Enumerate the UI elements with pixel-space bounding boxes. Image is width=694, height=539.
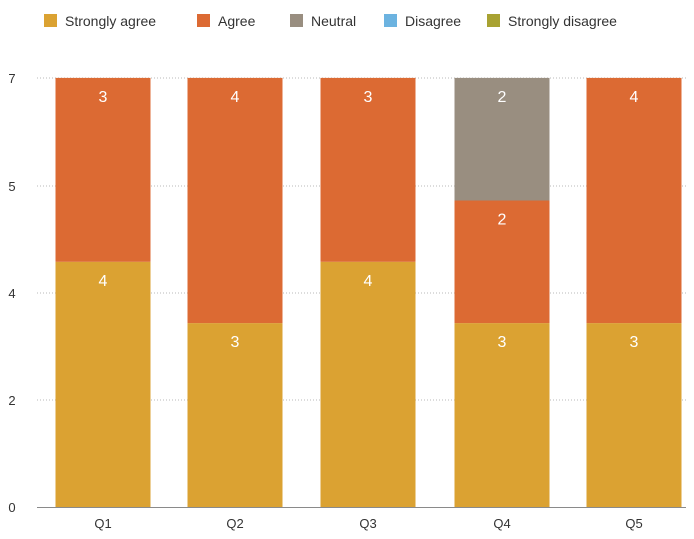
legend-swatch-disagree — [384, 14, 397, 27]
data-label-q5-agree: 4 — [630, 89, 639, 106]
bar-q1-agree — [55, 77, 151, 262]
bar-q1-strongly-agree — [55, 261, 151, 507]
bar-q3-agree — [320, 77, 416, 262]
y-tick-label-2: 2 — [8, 393, 15, 408]
x-tick-label-q3: Q3 — [359, 516, 376, 531]
bar-q5-agree — [586, 77, 682, 324]
data-label-q1-strongly-agree: 4 — [99, 273, 108, 290]
data-label-q2-agree: 4 — [231, 89, 240, 106]
y-tick-label-7: 7 — [8, 71, 15, 86]
x-tick-label-q2: Q2 — [226, 516, 243, 531]
data-label-q3-strongly-agree: 4 — [364, 273, 373, 290]
y-tick-label-0: 0 — [8, 500, 15, 515]
data-label-q3-agree: 3 — [364, 89, 373, 106]
y-tick-label-4: 4 — [8, 286, 15, 301]
legend-label-neutral: Neutral — [311, 13, 356, 29]
bar-q2-agree — [187, 77, 283, 324]
data-label-q2-strongly-agree: 3 — [231, 334, 240, 351]
data-label-q4-strongly-agree: 3 — [498, 334, 507, 351]
legend-label-agree: Agree — [218, 13, 256, 29]
data-label-q4-neutral: 2 — [498, 89, 507, 106]
legend-swatch-agree — [197, 14, 210, 27]
bars-group: 4 3 3 4 4 3 3 2 2 3 4 — [55, 77, 682, 507]
legend-label-strongly-disagree: Strongly disagree — [508, 13, 617, 29]
legend-swatch-strongly-agree — [44, 14, 57, 27]
x-tick-label-q1: Q1 — [94, 516, 111, 531]
data-label-q5-strongly-agree: 3 — [630, 334, 639, 351]
legend-label-strongly-agree: Strongly agree — [65, 13, 156, 29]
bar-q4-strongly-agree — [454, 323, 550, 507]
bar-q2-strongly-agree — [187, 323, 283, 507]
legend: Strongly agree Agree Neutral Disagree Strong… — [44, 13, 617, 29]
bar-q5-strongly-agree — [586, 323, 682, 507]
legend-label-disagree: Disagree — [405, 13, 461, 29]
legend-swatch-neutral — [290, 14, 303, 27]
legend-swatch-strongly-disagree — [487, 14, 500, 27]
x-tick-label-q4: Q4 — [493, 516, 510, 531]
bar-q4-neutral — [454, 77, 550, 201]
x-tick-label-q5: Q5 — [625, 516, 642, 531]
bar-q4-agree — [454, 200, 550, 324]
data-label-q1-agree: 3 — [99, 89, 108, 106]
y-axis: 0 2 4 5 7 — [8, 71, 15, 515]
bar-q3-strongly-agree — [320, 261, 416, 507]
data-label-q4-agree: 2 — [498, 212, 507, 229]
y-tick-label-5: 5 — [8, 179, 15, 194]
x-axis: Q1 Q2 Q3 Q4 Q5 — [37, 507, 686, 531]
